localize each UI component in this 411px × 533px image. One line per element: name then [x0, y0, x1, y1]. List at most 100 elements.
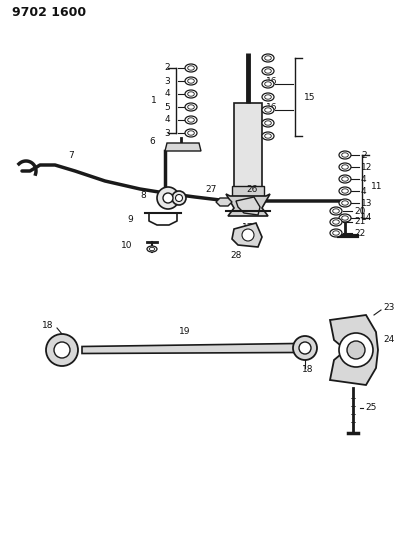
Text: 3: 3	[164, 77, 170, 85]
Text: 8: 8	[140, 191, 146, 200]
Circle shape	[157, 187, 179, 209]
Circle shape	[347, 341, 365, 359]
Ellipse shape	[342, 153, 348, 157]
Circle shape	[175, 195, 182, 201]
Ellipse shape	[185, 116, 197, 124]
Text: 4: 4	[164, 116, 170, 125]
Ellipse shape	[188, 118, 194, 122]
Circle shape	[293, 336, 317, 360]
Ellipse shape	[185, 90, 197, 98]
Ellipse shape	[342, 165, 348, 169]
Ellipse shape	[339, 187, 351, 195]
Ellipse shape	[265, 134, 271, 138]
Ellipse shape	[330, 218, 342, 226]
Ellipse shape	[147, 246, 157, 252]
Text: 20: 20	[354, 206, 365, 215]
Text: 4: 4	[164, 90, 170, 99]
Ellipse shape	[265, 95, 271, 99]
Ellipse shape	[265, 82, 271, 86]
Text: 26: 26	[246, 184, 258, 193]
Ellipse shape	[265, 56, 271, 60]
Ellipse shape	[185, 64, 197, 72]
Text: 9: 9	[127, 214, 133, 223]
Ellipse shape	[330, 207, 342, 215]
Circle shape	[46, 334, 78, 366]
Text: 17: 17	[242, 223, 254, 232]
Text: 12: 12	[361, 163, 372, 172]
Ellipse shape	[339, 214, 351, 222]
Ellipse shape	[262, 119, 274, 127]
Circle shape	[242, 229, 254, 241]
Text: 18: 18	[42, 321, 54, 330]
Ellipse shape	[188, 105, 194, 109]
Ellipse shape	[185, 129, 197, 137]
Text: 11: 11	[371, 182, 383, 191]
Bar	[232, 186, 264, 196]
Polygon shape	[330, 315, 378, 385]
Ellipse shape	[339, 199, 351, 207]
Text: 2: 2	[164, 63, 170, 72]
Polygon shape	[226, 194, 270, 216]
Ellipse shape	[330, 229, 342, 237]
Ellipse shape	[262, 93, 274, 101]
Text: 6: 6	[149, 136, 155, 146]
Ellipse shape	[262, 54, 274, 62]
Polygon shape	[232, 223, 262, 247]
Ellipse shape	[265, 69, 271, 73]
Ellipse shape	[339, 163, 351, 171]
Text: 10: 10	[120, 241, 132, 251]
Text: 3: 3	[164, 128, 170, 138]
Text: 18: 18	[302, 366, 314, 375]
Text: 27: 27	[206, 185, 217, 195]
Polygon shape	[82, 343, 295, 353]
Ellipse shape	[265, 108, 271, 112]
Text: 7: 7	[68, 150, 74, 159]
Circle shape	[54, 342, 70, 358]
Ellipse shape	[332, 220, 339, 224]
Ellipse shape	[262, 106, 274, 114]
Text: 19: 19	[179, 327, 191, 336]
Text: 5: 5	[164, 102, 170, 111]
Text: 4: 4	[361, 187, 367, 196]
Text: 23: 23	[383, 303, 395, 312]
Ellipse shape	[188, 92, 194, 96]
Ellipse shape	[262, 67, 274, 75]
Text: 21: 21	[354, 217, 365, 227]
Polygon shape	[165, 143, 201, 151]
Text: 9702 1600: 9702 1600	[12, 6, 86, 20]
Polygon shape	[236, 197, 260, 215]
Text: 1: 1	[151, 96, 157, 105]
Circle shape	[299, 342, 311, 354]
Text: 28: 28	[230, 251, 242, 260]
Text: 24: 24	[383, 335, 394, 344]
Ellipse shape	[342, 216, 348, 220]
Text: 13: 13	[361, 198, 372, 207]
Ellipse shape	[339, 151, 351, 159]
Ellipse shape	[262, 80, 274, 88]
Ellipse shape	[342, 201, 348, 205]
Text: 16: 16	[266, 77, 277, 85]
Ellipse shape	[188, 79, 194, 83]
Circle shape	[163, 193, 173, 203]
Ellipse shape	[265, 121, 271, 125]
Text: 14: 14	[361, 214, 372, 222]
Ellipse shape	[332, 209, 339, 213]
Ellipse shape	[188, 66, 194, 70]
Text: 15: 15	[304, 93, 316, 101]
Ellipse shape	[188, 131, 194, 135]
Ellipse shape	[342, 189, 348, 193]
Circle shape	[339, 333, 373, 367]
Text: 22: 22	[354, 229, 365, 238]
Ellipse shape	[332, 231, 339, 235]
Text: 16: 16	[266, 102, 277, 111]
Text: 25: 25	[365, 403, 376, 413]
Ellipse shape	[339, 175, 351, 183]
Ellipse shape	[342, 177, 348, 181]
Ellipse shape	[185, 103, 197, 111]
Ellipse shape	[185, 77, 197, 85]
Bar	[234, 103, 262, 188]
Circle shape	[172, 191, 186, 205]
Text: 2: 2	[361, 150, 367, 159]
Ellipse shape	[149, 247, 155, 251]
Polygon shape	[216, 198, 232, 206]
